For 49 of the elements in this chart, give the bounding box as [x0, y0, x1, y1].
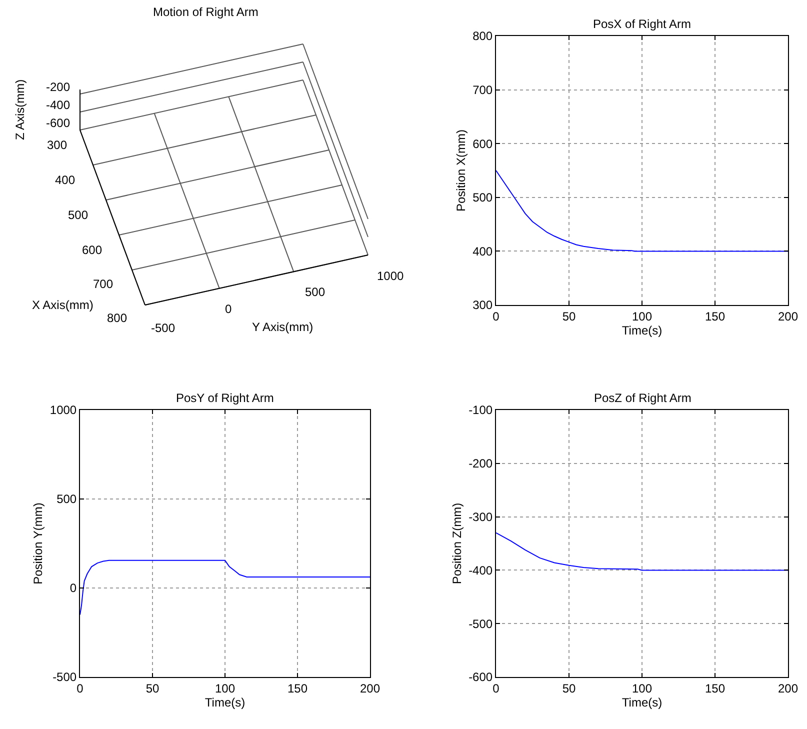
- x-tick-label: 100: [214, 681, 236, 696]
- text: 1000: [377, 269, 404, 283]
- text: 800: [107, 311, 128, 325]
- x-tick-label: 50: [146, 681, 160, 696]
- y-tick-label: 400: [472, 244, 493, 258]
- text: 500: [68, 208, 88, 222]
- chart-title: PosZ of Right Arm: [594, 391, 692, 405]
- text: Y Axis(mm): [252, 320, 314, 334]
- y-tick-label: -600: [468, 670, 493, 684]
- y-tick-label: 600: [472, 136, 493, 151]
- chart-title: PosY of Right Arm: [176, 391, 274, 405]
- y-tick-label: 300: [472, 298, 493, 312]
- y-tick-label: -200: [468, 456, 493, 471]
- x-tick-label: 200: [360, 681, 380, 696]
- y-tick-label: 500: [472, 190, 493, 205]
- x-tick-label: 150: [704, 309, 726, 324]
- y-tick-label: -500: [52, 670, 77, 684]
- y-tick-label: 1000: [50, 403, 77, 418]
- text: X Axis(mm): [32, 298, 94, 312]
- y-tick-label: -400: [468, 563, 493, 578]
- x-tick-label: 50: [562, 681, 576, 696]
- x-tick-label: 200: [778, 309, 798, 324]
- x-axis-title: Time(s): [204, 695, 246, 710]
- x-tick-label: 150: [704, 681, 726, 696]
- y-axis-title: Position Y(mm): [31, 502, 46, 584]
- y-tick-label: -500: [468, 616, 493, 631]
- x-tick-label: 150: [287, 681, 308, 696]
- x-axis-title: Time(s): [622, 695, 662, 710]
- x-tick-label: 50: [562, 309, 576, 324]
- y-tick-label: -100: [468, 403, 493, 418]
- y-axis-title: Position X(mm): [454, 129, 468, 212]
- x-tick-label: 200: [778, 681, 798, 696]
- y-tick-label: 0: [70, 581, 77, 596]
- y-tick-label: -300: [468, 510, 493, 524]
- y-tick-label: 800: [472, 29, 493, 44]
- text: Z Axis(mm): [13, 79, 27, 140]
- x-tick-label: 100: [632, 309, 652, 324]
- text: 700: [93, 277, 114, 291]
- y-tick-label: 700: [472, 83, 493, 97]
- y-tick-label: 500: [56, 492, 77, 506]
- x-tick-label: 100: [632, 681, 652, 696]
- x-axis-title: Time(s): [622, 323, 662, 338]
- y-axis-title: Position Z(mm): [450, 502, 464, 584]
- text: -500: [151, 321, 176, 335]
- line-series: [80, 560, 370, 616]
- chart-title: PosX of Right Arm: [593, 17, 692, 31]
- text: 600: [82, 243, 102, 257]
- text: 500: [305, 285, 326, 299]
- text: Motion of Right Arm: [153, 5, 258, 19]
